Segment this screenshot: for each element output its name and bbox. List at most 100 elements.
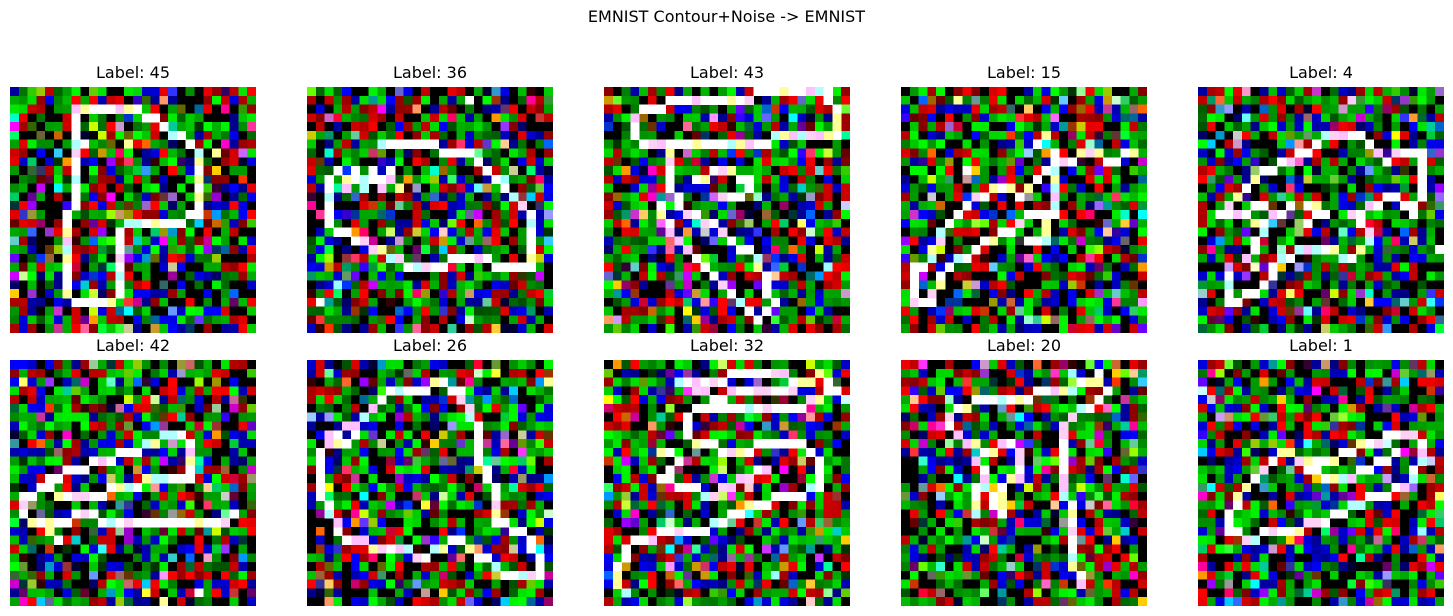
noise-pixel [953,297,963,308]
noise-pixel [168,262,178,272]
noise-pixel [10,535,20,545]
noise-pixel [359,253,369,264]
noise-pixel [438,174,448,185]
noise-pixel [1050,130,1060,141]
noise-pixel [647,236,658,246]
noise-pixel [1041,113,1051,123]
noise-pixel [307,210,317,220]
noise-pixel [544,218,553,228]
contour-pixel [727,139,737,149]
noise-pixel [212,360,222,370]
noise-pixel [220,262,231,272]
noise-pixel [229,280,239,290]
noise-pixel [936,210,946,220]
noise-pixel [1129,192,1139,202]
noise-pixel [176,210,187,220]
noise-pixel [727,262,737,272]
noise-pixel [744,236,754,246]
noise-pixel [45,386,55,396]
noise-pixel [27,262,37,272]
noise-pixel [639,157,649,167]
noise-pixel [621,87,631,97]
noise-pixel [509,183,519,193]
noise-pixel [814,306,825,316]
noise-pixel [53,553,64,563]
contour-pixel [115,104,125,114]
noise-pixel [447,95,457,105]
noise-pixel [185,324,195,333]
noise-pixel [36,456,46,466]
noise-pixel [1085,104,1095,114]
noise-pixel [377,192,387,202]
noise-pixel [779,289,789,299]
noise-pixel [639,148,649,158]
noise-pixel [814,315,825,325]
noise-pixel [473,95,484,105]
noise-pixel [612,166,622,176]
noise-pixel [1277,227,1287,237]
noise-pixel [27,544,37,554]
contour-pixel [176,218,187,228]
noise-pixel [1338,297,1348,308]
noise-pixel [45,289,55,299]
noise-pixel [150,491,160,501]
noise-pixel [1224,95,1234,105]
noise-pixel [412,315,422,325]
noise-pixel [247,297,256,308]
noise-pixel [141,377,151,387]
noise-pixel [1338,183,1348,193]
noise-pixel [535,289,545,299]
noise-pixel [438,104,448,114]
noise-pixel [27,210,37,220]
noise-pixel [18,236,28,246]
noise-pixel [788,280,798,290]
noise-pixel [27,253,37,264]
noise-pixel [482,139,492,149]
noise-pixel [27,360,37,370]
noise-pixel [944,122,955,132]
noise-pixel [770,236,781,246]
noise-pixel [10,253,20,264]
noise-pixel [141,403,151,414]
contour-pixel [1224,280,1234,290]
noise-pixel [1312,236,1322,246]
noise-pixel [473,245,484,255]
noise-pixel [953,201,963,211]
noise-pixel [1347,201,1357,211]
noise-pixel [971,139,981,149]
noise-pixel [465,192,475,202]
noise-pixel [1085,113,1095,123]
noise-pixel [1382,95,1392,105]
noise-pixel [350,253,361,264]
noise-pixel [421,245,431,255]
noise-pixel [421,201,431,211]
noise-pixel [1103,297,1113,308]
noise-pixel [1120,280,1130,290]
noise-pixel [1268,174,1278,185]
noise-pixel [229,236,239,246]
noise-pixel [1024,280,1034,290]
noise-pixel [1373,95,1383,105]
noise-pixel [832,262,842,272]
noise-pixel [770,148,781,158]
noise-pixel [1329,201,1339,211]
noise-pixel [1103,280,1113,290]
noise-pixel [1382,236,1392,246]
noise-pixel [359,87,369,97]
noise-pixel [770,166,781,176]
noise-pixel [1435,289,1444,299]
noise-pixel [971,253,981,264]
noise-pixel [1085,236,1095,246]
noise-pixel [1120,306,1130,316]
noise-pixel [1085,183,1095,193]
noise-pixel [980,87,990,97]
noise-pixel [1024,306,1034,316]
noise-pixel [1400,122,1410,132]
noise-pixel [1067,297,1078,308]
noise-pixel [27,474,37,484]
noise-pixel [1138,297,1147,308]
noise-pixel [980,227,990,237]
noise-pixel [1391,280,1401,290]
noise-pixel [212,192,222,202]
noise-pixel [762,166,772,176]
